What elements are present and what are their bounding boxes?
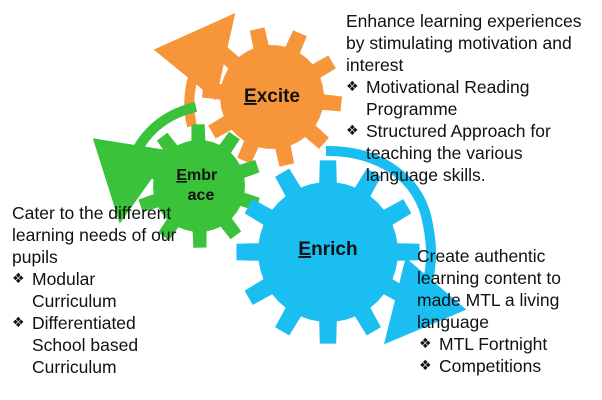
blue-cycle-arrow	[325, 145, 467, 345]
orange-cycle-arrow	[153, 13, 236, 128]
diamond-bullet-icon: ❖	[12, 271, 25, 287]
list-item: ❖ Structured Approach for teaching the va…	[346, 121, 551, 185]
enrich-label: Enrich	[298, 239, 357, 260]
embrace-bullet-list: ❖ Modular Curriculum ❖ Differentiated Scho…	[12, 268, 180, 378]
green-cycle-arrow	[92, 102, 198, 224]
list-item: ❖ Differentiated School based Curriculum	[12, 313, 139, 377]
embrace-gear	[138, 124, 260, 248]
enrich-text-block: Create authentic learning content to mad…	[417, 245, 597, 377]
diamond-bullet-icon: ❖	[419, 336, 432, 352]
diamond-bullet-icon: ❖	[346, 79, 359, 95]
diamond-bullet-icon: ❖	[346, 123, 359, 139]
embrace-description: Cater to the different learning needs of…	[12, 203, 177, 267]
excite-bullet-list: ❖ Motivational Reading Programme ❖ Structu…	[346, 76, 598, 186]
diamond-bullet-icon: ❖	[419, 358, 432, 374]
excite-gear	[202, 27, 342, 167]
diamond-bullet-icon: ❖	[12, 315, 25, 331]
list-item: ❖ Competitions	[419, 356, 542, 376]
enrich-gear	[236, 160, 420, 344]
enrich-description: Create authentic learning content to mad…	[417, 246, 561, 332]
excite-description: Enhance learning experiences by stimulat…	[346, 11, 582, 75]
list-item: ❖ MTL Fortnight	[419, 334, 548, 354]
embrace-text-block: Cater to the different learning needs of…	[12, 202, 180, 378]
excite-label: Excite	[244, 86, 300, 107]
list-item: ❖ Motivational Reading Programme	[346, 77, 530, 119]
list-item: ❖ Modular Curriculum	[12, 269, 117, 311]
embrace-label: Embr ace	[176, 167, 221, 204]
enrich-bullet-list: ❖ MTL Fortnight ❖ Competitions	[417, 333, 597, 377]
excite-text-block: Enhance learning experiences by stimulat…	[346, 10, 598, 186]
